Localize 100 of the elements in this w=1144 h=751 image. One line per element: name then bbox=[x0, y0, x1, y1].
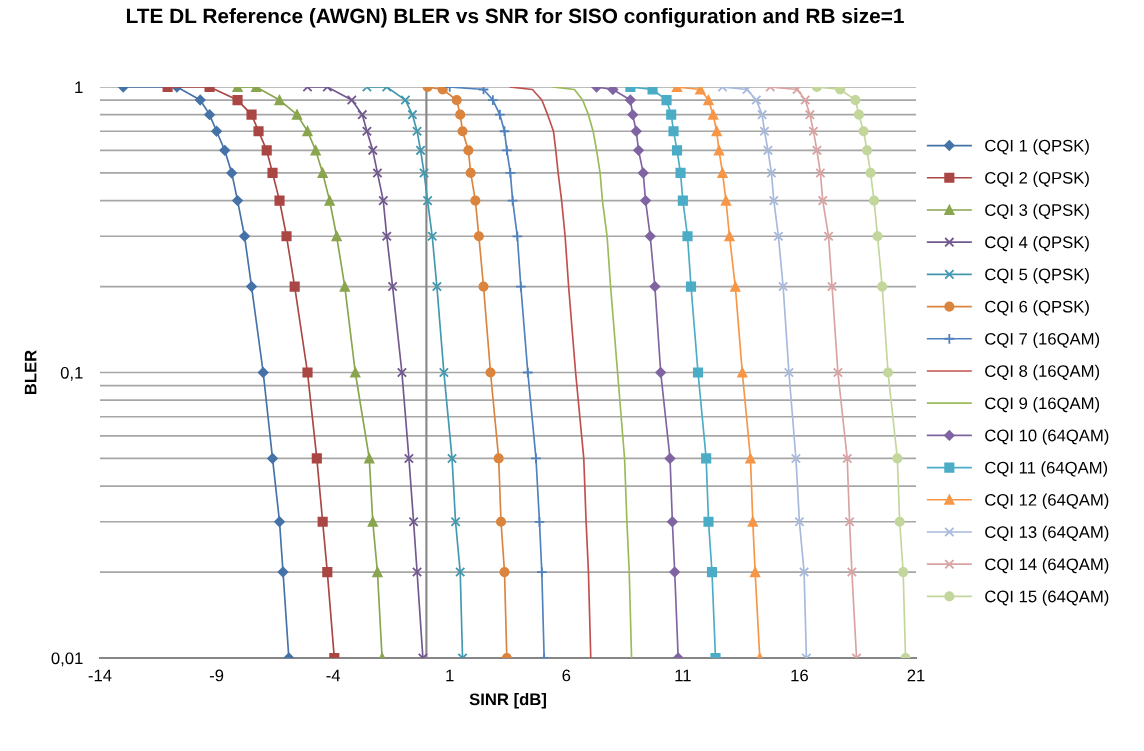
legend-label: CQI 15 (64QAM) bbox=[985, 590, 1109, 606]
point bbox=[361, 126, 373, 137]
legend-label: CQI 10 (64QAM) bbox=[985, 429, 1109, 445]
point bbox=[427, 231, 438, 242]
point bbox=[226, 167, 238, 179]
chart-title: LTE DL Reference (AWGN) BLER vs SNR for SISO configuration and RB size=1 bbox=[126, 8, 904, 28]
point bbox=[506, 194, 519, 207]
point bbox=[692, 367, 704, 378]
point bbox=[724, 231, 735, 242]
point bbox=[381, 231, 392, 242]
point bbox=[826, 281, 838, 292]
point bbox=[835, 87, 846, 95]
point bbox=[745, 453, 756, 464]
point bbox=[431, 281, 442, 292]
point bbox=[713, 145, 725, 156]
point bbox=[778, 281, 789, 292]
point bbox=[757, 109, 768, 120]
point bbox=[666, 109, 677, 120]
point bbox=[627, 109, 639, 120]
legend-label: CQI 12 (64QAM) bbox=[985, 493, 1109, 510]
point bbox=[783, 367, 795, 378]
point bbox=[633, 145, 644, 156]
point bbox=[281, 231, 292, 242]
x-tick-label: -14 bbox=[88, 669, 112, 682]
y-tick-label: 0,01 bbox=[51, 652, 83, 667]
point bbox=[267, 453, 278, 464]
legend-label: CQI 14 (64QAM) bbox=[985, 557, 1109, 574]
point bbox=[232, 94, 243, 106]
legend-label: CQI 2 (QPSK) bbox=[985, 171, 1089, 188]
point bbox=[703, 94, 714, 106]
point bbox=[412, 126, 423, 137]
point bbox=[823, 231, 834, 242]
point bbox=[504, 167, 517, 179]
point bbox=[274, 516, 285, 528]
point bbox=[682, 231, 693, 242]
point bbox=[844, 516, 855, 527]
point bbox=[522, 366, 534, 379]
point bbox=[437, 87, 448, 95]
point bbox=[331, 231, 342, 242]
point bbox=[455, 109, 466, 120]
point bbox=[302, 126, 313, 137]
point bbox=[868, 195, 880, 206]
point bbox=[811, 145, 822, 156]
point bbox=[396, 367, 407, 378]
point bbox=[194, 94, 206, 106]
point bbox=[322, 566, 333, 578]
point bbox=[274, 94, 285, 106]
legend-label: CQI 5 (QPSK) bbox=[985, 268, 1089, 284]
point bbox=[644, 230, 656, 242]
point bbox=[387, 281, 398, 292]
point bbox=[892, 453, 903, 464]
point bbox=[446, 453, 458, 464]
point bbox=[493, 453, 504, 464]
point bbox=[703, 516, 714, 527]
point bbox=[865, 167, 876, 179]
point bbox=[274, 195, 285, 206]
point bbox=[291, 109, 303, 120]
point bbox=[219, 145, 231, 156]
legend-label: CQI 13 (64QAM) bbox=[985, 525, 1109, 542]
point bbox=[533, 516, 546, 528]
x-tick-label: 6 bbox=[562, 669, 571, 682]
point bbox=[677, 195, 688, 206]
point bbox=[808, 126, 819, 137]
point bbox=[701, 453, 712, 464]
point bbox=[346, 94, 357, 106]
line-series bbox=[509, 87, 592, 658]
point bbox=[850, 94, 861, 106]
point bbox=[310, 145, 321, 156]
point bbox=[232, 195, 243, 206]
x-tick-label: 21 bbox=[907, 669, 925, 682]
point bbox=[470, 195, 481, 206]
point bbox=[400, 94, 411, 106]
point bbox=[882, 367, 894, 378]
point bbox=[717, 167, 728, 179]
point bbox=[730, 281, 741, 292]
point bbox=[649, 281, 661, 292]
legend-label: CQI 7 (16QAM) bbox=[985, 332, 1100, 349]
x-tick-label: 16 bbox=[791, 669, 808, 682]
point bbox=[630, 125, 642, 137]
point bbox=[664, 453, 676, 464]
point bbox=[675, 167, 686, 179]
point bbox=[478, 281, 489, 292]
point bbox=[465, 167, 476, 179]
point bbox=[708, 109, 719, 120]
point bbox=[515, 280, 527, 293]
legend-label: CQI 8 (16QAM) bbox=[985, 364, 1100, 381]
point bbox=[422, 195, 433, 206]
point bbox=[625, 94, 636, 106]
point bbox=[317, 516, 328, 527]
point bbox=[799, 566, 810, 578]
point bbox=[898, 566, 909, 578]
point bbox=[339, 281, 350, 292]
legend-label: CQI 4 (QPSK) bbox=[985, 235, 1089, 252]
y-axis-title: BLER bbox=[24, 350, 37, 395]
point bbox=[364, 453, 375, 464]
point bbox=[815, 167, 826, 179]
point bbox=[747, 516, 758, 527]
point bbox=[357, 109, 368, 120]
point bbox=[463, 145, 474, 156]
point bbox=[372, 167, 383, 179]
